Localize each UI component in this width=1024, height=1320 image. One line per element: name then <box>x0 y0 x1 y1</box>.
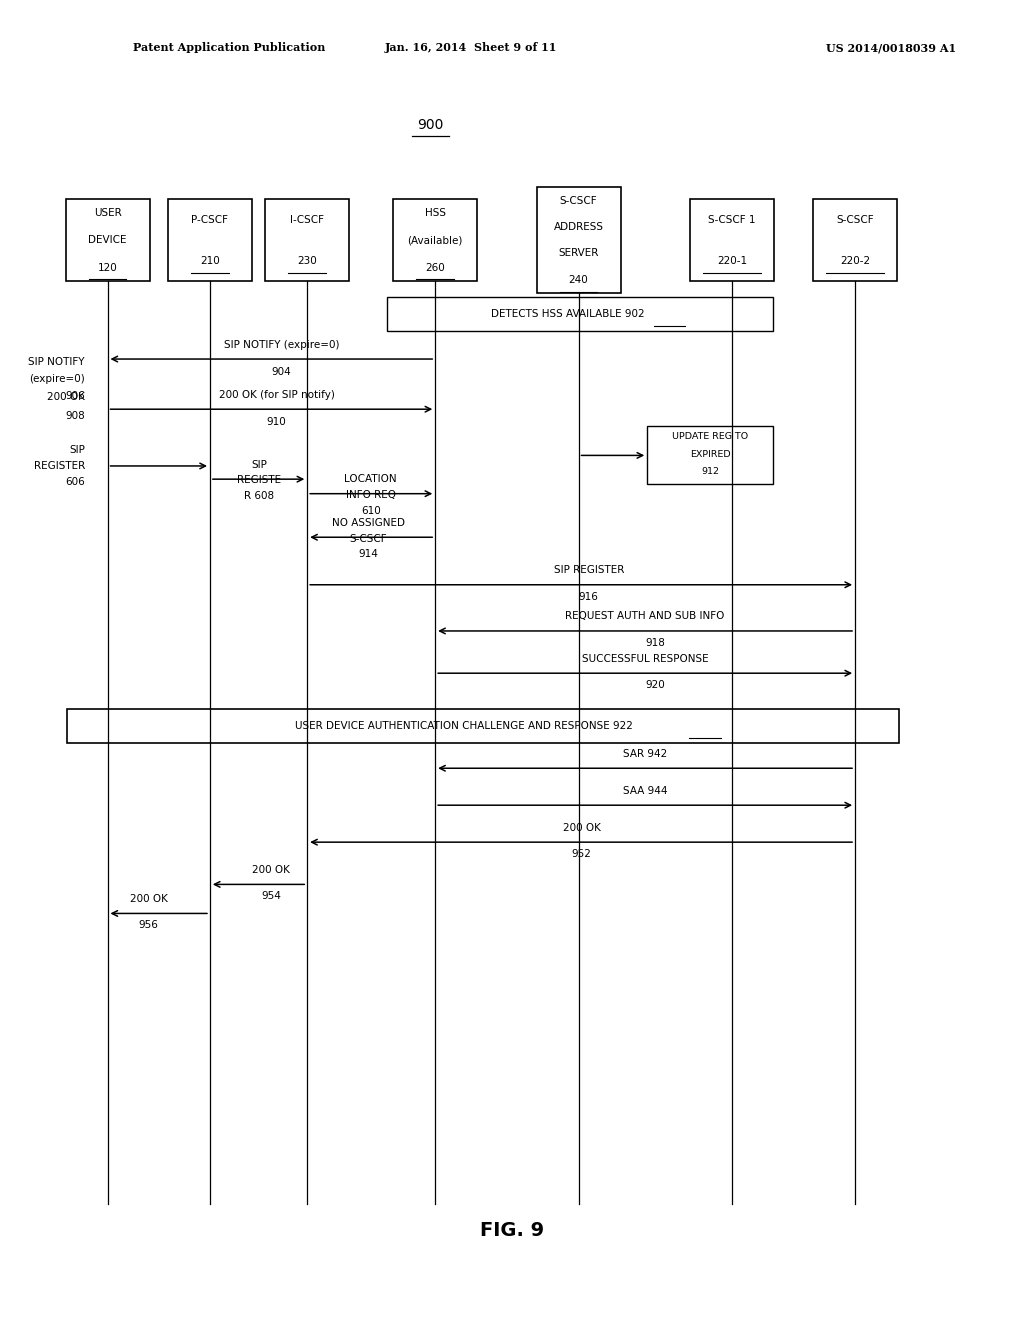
Text: Patent Application Publication: Patent Application Publication <box>133 42 326 53</box>
Text: 912: 912 <box>701 467 719 475</box>
Text: UPDATE REG TO: UPDATE REG TO <box>672 433 749 441</box>
Text: DEVICE: DEVICE <box>88 235 127 246</box>
Text: 908: 908 <box>66 411 85 421</box>
Text: 900: 900 <box>417 119 443 132</box>
Text: SIP: SIP <box>251 459 267 470</box>
Text: SIP NOTIFY (expire=0): SIP NOTIFY (expire=0) <box>224 339 339 350</box>
Text: I-CSCF: I-CSCF <box>290 215 325 224</box>
Text: HSS: HSS <box>425 209 445 218</box>
Bar <box>537 187 621 293</box>
Bar <box>393 199 477 281</box>
Text: US 2014/0018039 A1: US 2014/0018039 A1 <box>825 42 956 53</box>
Text: 210: 210 <box>200 256 220 265</box>
Bar <box>168 199 252 281</box>
Bar <box>67 709 899 743</box>
Text: 240: 240 <box>568 275 589 285</box>
Text: 200 OK: 200 OK <box>47 392 85 403</box>
Text: USER: USER <box>93 209 122 218</box>
Text: 230: 230 <box>297 256 317 265</box>
Text: USER DEVICE AUTHENTICATION CHALLENGE AND RESPONSE 922: USER DEVICE AUTHENTICATION CHALLENGE AND… <box>296 721 633 731</box>
Text: INFO REQ: INFO REQ <box>346 490 395 500</box>
Text: (expire=0): (expire=0) <box>30 374 85 384</box>
Text: NO ASSIGNED: NO ASSIGNED <box>332 517 406 528</box>
Text: 904: 904 <box>271 367 292 378</box>
Text: 910: 910 <box>266 417 287 428</box>
Text: 914: 914 <box>358 549 379 560</box>
Text: REQUEST AUTH AND SUB INFO: REQUEST AUTH AND SUB INFO <box>565 611 725 622</box>
Bar <box>813 199 897 281</box>
Text: 200 OK: 200 OK <box>563 822 600 833</box>
Text: S-CSCF: S-CSCF <box>837 215 873 224</box>
Bar <box>387 297 773 331</box>
Text: 200 OK: 200 OK <box>253 865 290 875</box>
Text: DETECTS HSS AVAILABLE 902: DETECTS HSS AVAILABLE 902 <box>490 309 645 319</box>
Text: (Available): (Available) <box>408 235 463 246</box>
Text: S-CSCF: S-CSCF <box>560 195 597 206</box>
Text: 200 OK (for SIP notify): 200 OK (for SIP notify) <box>218 389 335 400</box>
Bar <box>647 426 773 484</box>
Text: 906: 906 <box>66 391 85 401</box>
Text: 220-2: 220-2 <box>840 256 870 265</box>
Text: 610: 610 <box>360 506 381 516</box>
Bar <box>265 199 349 281</box>
Text: SAR 942: SAR 942 <box>623 748 668 759</box>
Text: Jan. 16, 2014  Sheet 9 of 11: Jan. 16, 2014 Sheet 9 of 11 <box>385 42 557 53</box>
Text: SIP NOTIFY: SIP NOTIFY <box>29 356 85 367</box>
Text: P-CSCF: P-CSCF <box>191 215 228 224</box>
Text: REGISTER: REGISTER <box>34 461 85 471</box>
Text: 606: 606 <box>66 477 85 487</box>
Text: SUCCESSFUL RESPONSE: SUCCESSFUL RESPONSE <box>582 653 709 664</box>
Text: S-CSCF: S-CSCF <box>350 533 387 544</box>
Text: REGISTE: REGISTE <box>237 475 282 486</box>
Text: 200 OK: 200 OK <box>130 894 167 904</box>
Text: EXPIRED: EXPIRED <box>690 450 730 458</box>
Text: 952: 952 <box>571 849 592 859</box>
Text: 120: 120 <box>97 263 118 272</box>
Text: 920: 920 <box>645 680 666 690</box>
Text: SERVER: SERVER <box>558 248 599 259</box>
Text: 260: 260 <box>425 263 445 272</box>
Text: 916: 916 <box>579 591 599 602</box>
Bar <box>690 199 774 281</box>
Text: 918: 918 <box>645 638 666 648</box>
Text: S-CSCF 1: S-CSCF 1 <box>709 215 756 224</box>
Text: 220-1: 220-1 <box>717 256 748 265</box>
Text: SIP: SIP <box>69 445 85 455</box>
Text: R 608: R 608 <box>244 491 274 502</box>
Bar <box>66 199 150 281</box>
Text: ADDRESS: ADDRESS <box>554 222 603 232</box>
Text: 956: 956 <box>138 920 159 931</box>
Text: SIP REGISTER: SIP REGISTER <box>554 565 624 576</box>
Text: LOCATION: LOCATION <box>344 474 397 484</box>
Text: 954: 954 <box>261 891 282 902</box>
Text: SAA 944: SAA 944 <box>623 785 668 796</box>
Text: FIG. 9: FIG. 9 <box>480 1221 544 1239</box>
